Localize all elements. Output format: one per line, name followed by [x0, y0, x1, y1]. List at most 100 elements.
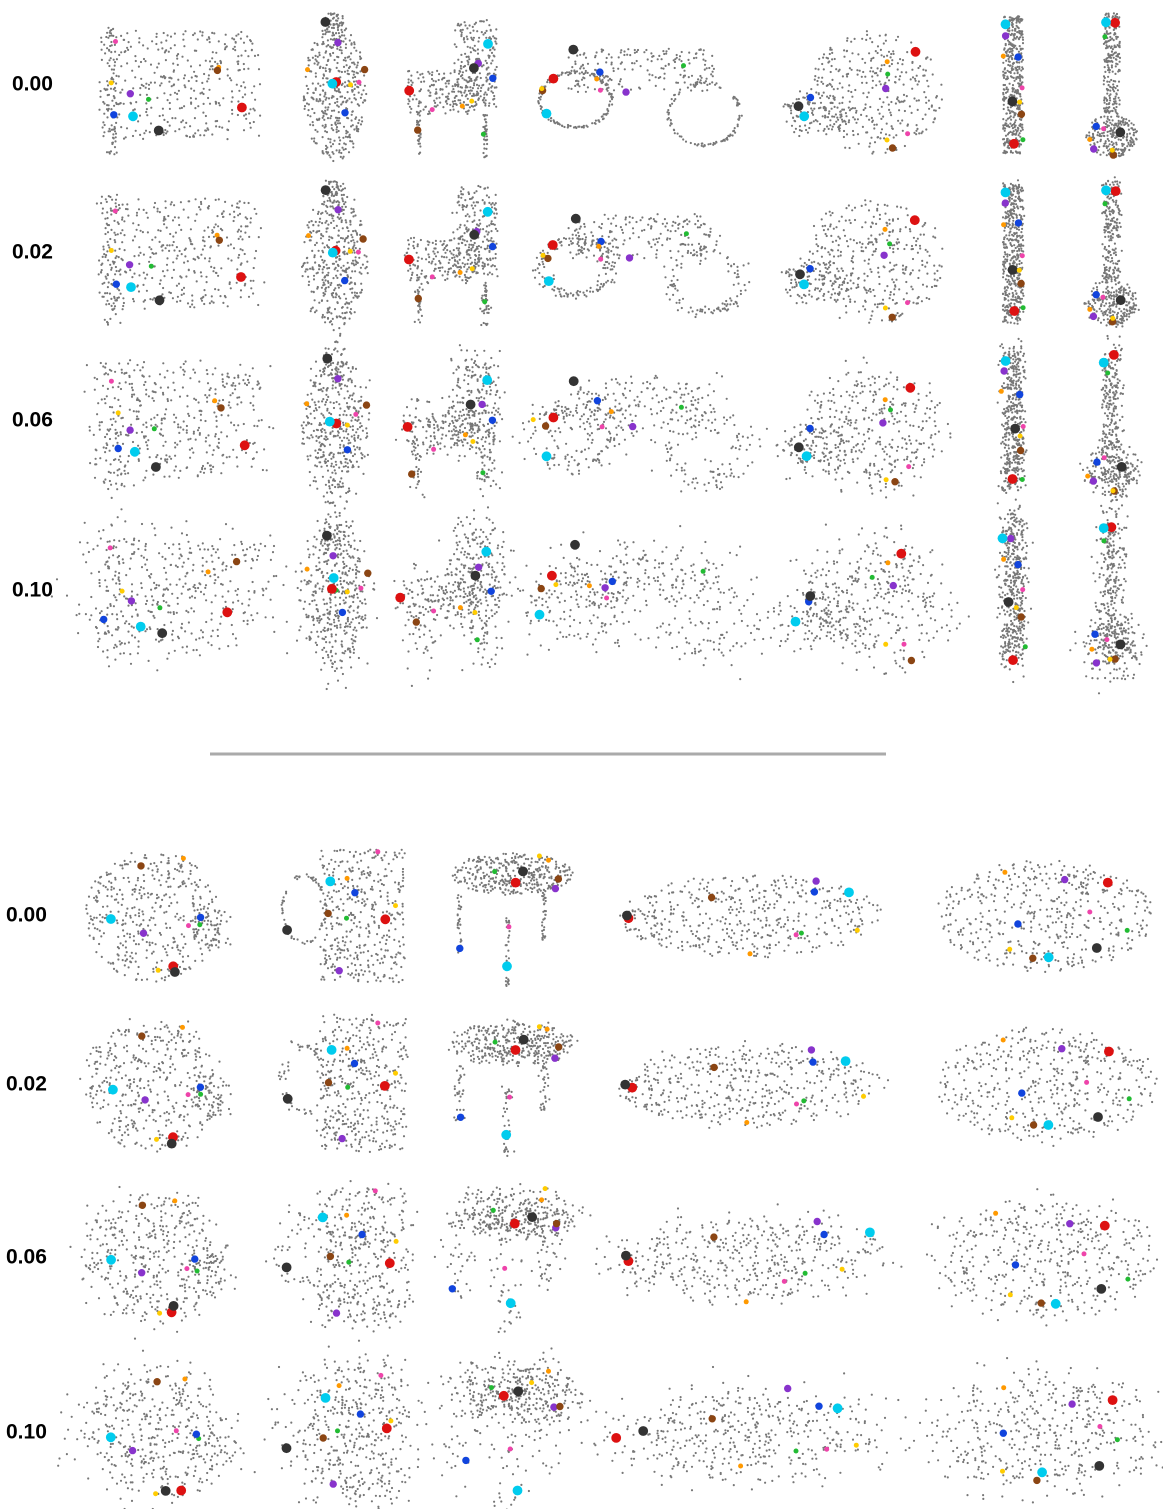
keypoint — [146, 97, 151, 102]
keypoint — [1094, 1461, 1104, 1471]
point-cloud — [296, 502, 377, 689]
keypoint — [1033, 1477, 1040, 1484]
keypoint — [1096, 1284, 1106, 1294]
keypoint — [237, 103, 247, 113]
keypoint — [1091, 631, 1098, 638]
keypoint — [1014, 561, 1021, 568]
keypoint — [385, 1258, 395, 1268]
keypoint — [748, 951, 753, 956]
keypoint — [1001, 222, 1006, 227]
keypoint — [191, 1255, 198, 1262]
keypoint — [794, 1102, 799, 1107]
keypoint — [339, 609, 346, 616]
keypoint — [889, 144, 896, 151]
keypoint — [553, 1220, 560, 1227]
keypoint — [1009, 306, 1019, 316]
point-cloud — [757, 525, 969, 674]
keypoint — [351, 1060, 358, 1067]
keypoint — [212, 398, 217, 403]
keypoint — [126, 426, 133, 433]
keypoint — [482, 299, 487, 304]
keypoint — [508, 1447, 513, 1452]
keypoint — [1018, 434, 1023, 439]
keypoint — [803, 1271, 808, 1276]
keypoint — [186, 923, 191, 928]
keypoint — [126, 261, 133, 268]
keypoint — [910, 215, 920, 225]
keypoint — [531, 417, 536, 422]
keypoint — [902, 642, 907, 647]
keypoint — [890, 582, 897, 589]
keypoint — [1001, 356, 1011, 366]
keypoint — [1008, 265, 1018, 275]
keypoint — [1093, 1112, 1103, 1122]
point-cloud — [394, 510, 515, 686]
keypoint — [345, 876, 350, 881]
keypoint — [214, 67, 221, 74]
keypoint — [328, 79, 338, 89]
keypoint — [1016, 391, 1023, 398]
keypoint — [794, 101, 804, 111]
keypoint — [193, 1431, 200, 1438]
keypoint — [1110, 316, 1115, 321]
keypoint — [1058, 1045, 1065, 1052]
keypoint — [115, 445, 122, 452]
keypoint — [1023, 644, 1028, 649]
keypoint — [1038, 1299, 1045, 1306]
keypoint — [552, 885, 559, 892]
keypoint — [489, 1385, 494, 1390]
keypoint — [541, 253, 546, 258]
keypoint — [358, 586, 363, 591]
keypoint — [430, 107, 435, 112]
keypoint — [176, 1486, 186, 1496]
row-label: 0.10 — [12, 579, 53, 602]
keypoint — [896, 549, 906, 559]
keypoint — [1001, 19, 1011, 29]
keypoint — [324, 910, 331, 917]
point-cloud — [97, 195, 264, 325]
keypoint — [1037, 1467, 1047, 1477]
keypoint — [136, 622, 146, 632]
keypoint — [489, 75, 496, 82]
keypoint — [545, 1027, 550, 1032]
keypoint — [911, 47, 921, 57]
keypoint — [1104, 637, 1109, 642]
keypoint — [1117, 462, 1127, 472]
keypoint — [535, 610, 545, 620]
keypoint — [469, 99, 474, 104]
keypoint — [556, 1403, 563, 1410]
keypoint — [351, 889, 358, 896]
keypoint — [1021, 424, 1026, 429]
keypoint — [1110, 18, 1120, 28]
keypoint — [1000, 1430, 1007, 1437]
point-cloud — [405, 186, 498, 325]
keypoint — [106, 1255, 116, 1265]
point-cloud — [449, 1020, 578, 1156]
point-cloud — [1086, 13, 1137, 156]
keypoint — [1007, 535, 1014, 542]
keypoint — [152, 426, 157, 431]
keypoint — [321, 1393, 331, 1403]
keypoint — [336, 967, 343, 974]
keypoint — [824, 1447, 829, 1452]
keypoint — [1089, 647, 1094, 652]
figure: 0.000.020.060.100.000.020.060.10 — [0, 0, 1163, 1509]
point-cloud — [538, 49, 742, 147]
point-cloud — [995, 503, 1033, 682]
keypoint — [1116, 295, 1126, 305]
keypoint — [463, 432, 468, 437]
keypoint — [404, 255, 414, 265]
keypoint — [884, 477, 889, 482]
keypoint — [548, 240, 558, 250]
keypoint — [511, 878, 521, 888]
keypoint — [483, 207, 493, 217]
keypoint — [1092, 943, 1102, 953]
keypoint — [905, 383, 915, 393]
keypoint — [1061, 876, 1068, 883]
keypoint — [906, 464, 911, 469]
keypoint — [1012, 1261, 1019, 1268]
keypoint — [197, 922, 202, 927]
keypoint — [492, 869, 497, 874]
keypoint — [1017, 280, 1024, 287]
keypoint — [844, 888, 854, 898]
